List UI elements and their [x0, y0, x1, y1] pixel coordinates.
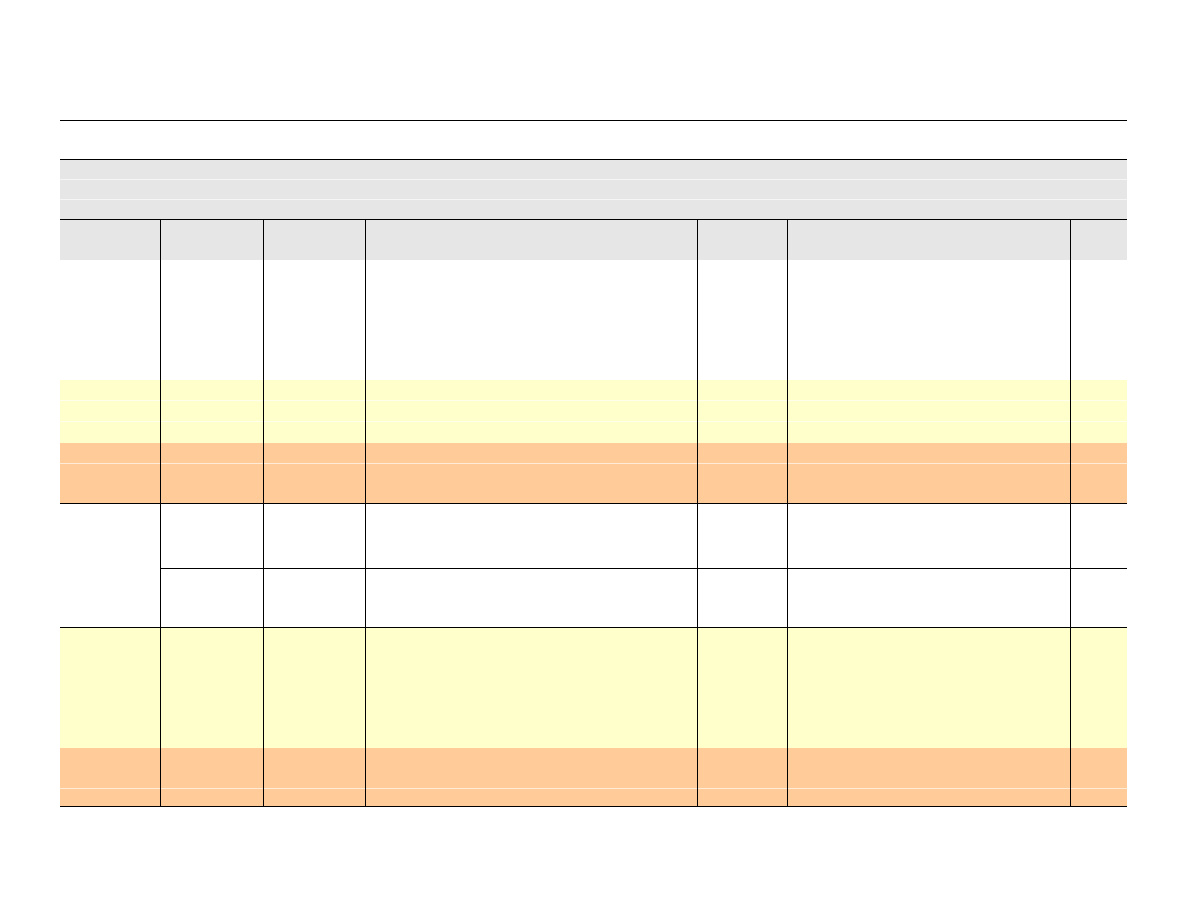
- row-group-yellow-2: [60, 628, 1127, 748]
- row-border: [60, 503, 1127, 504]
- row-group-yellow-1: [60, 380, 1127, 443]
- row-group-white-1: [60, 260, 1127, 380]
- row-group-orange-1: [60, 443, 1127, 503]
- column-border: [160, 219, 161, 807]
- gridline: [60, 421, 1127, 422]
- column-border: [365, 219, 366, 807]
- row-border: [60, 219, 1127, 220]
- row-border: [160, 568, 1127, 569]
- gridline: [60, 463, 1127, 464]
- header-band: [60, 160, 1127, 260]
- row-border: [60, 627, 1127, 628]
- row-group-white-2: [60, 504, 1127, 627]
- column-border: [263, 219, 264, 807]
- title-row: [60, 121, 1127, 159]
- column-border: [1070, 219, 1071, 807]
- column-border: [697, 219, 698, 807]
- row-border: [60, 159, 1127, 160]
- gridline: [60, 400, 1127, 401]
- column-border: [787, 219, 788, 807]
- gridline: [60, 788, 1127, 789]
- gridline: [60, 179, 1127, 180]
- row-group-orange-2: [60, 748, 1127, 806]
- gridline: [60, 199, 1127, 200]
